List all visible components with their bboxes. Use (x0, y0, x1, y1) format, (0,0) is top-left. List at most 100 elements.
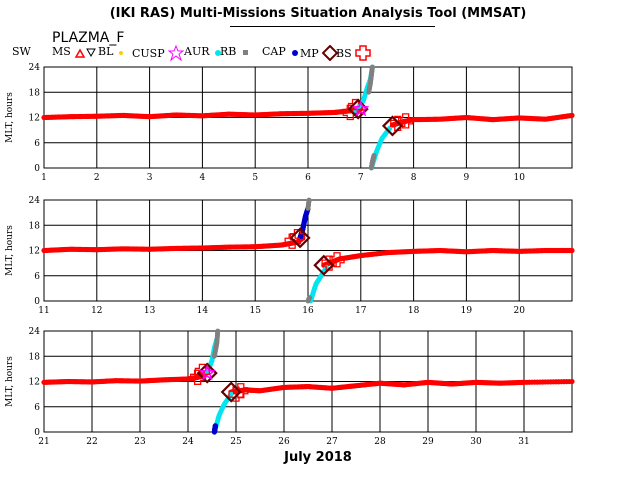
y-tick-label: 18 (29, 352, 41, 362)
x-tick-label: 30 (470, 437, 482, 447)
cap-point (306, 197, 312, 203)
triangle-icon (74, 47, 86, 58)
x-axis-title: July 2018 (284, 450, 352, 465)
legend-label-aur: AUR (184, 45, 210, 58)
bs-cross-marker (398, 113, 414, 129)
legend-item-mp: MP (300, 45, 338, 61)
x-tick-label: 3 (147, 173, 153, 183)
legend-item-rb: RB (220, 45, 253, 58)
y-tick-label: 12 (29, 114, 40, 124)
legend-item-sw: SW (12, 45, 31, 58)
cap-point (370, 64, 375, 70)
blue-dot-icon (291, 49, 298, 56)
x-tick-label: 26 (278, 437, 290, 447)
legend-label-cap: CAP (262, 45, 286, 58)
x-tick-label: 4 (200, 173, 206, 183)
legend-label-cusp: CUSP (132, 46, 165, 60)
x-tick-label: 15 (249, 306, 261, 316)
legend-label-sw: SW (12, 45, 31, 58)
cyan-dot-icon (214, 49, 221, 56)
y-tick-label: 24 (29, 327, 41, 337)
legend-item-aur: AUR (184, 45, 223, 58)
y-tick-label: 6 (34, 403, 40, 413)
page-title: (IKI RAS) Multi-Missions Situation Analy… (109, 6, 527, 21)
y-tick-label: 6 (34, 272, 40, 282)
sw-point (569, 247, 575, 254)
title-underline (230, 26, 435, 27)
bs-cross-marker (289, 228, 306, 245)
x-tick-label: 23 (134, 437, 146, 447)
y-tick-label: 0 (34, 297, 40, 307)
legend-item-bl: BL (98, 45, 126, 58)
y-tick-label: 12 (29, 378, 40, 388)
y-tick-label: 18 (29, 88, 41, 98)
x-tick-label: 8 (411, 173, 417, 183)
mp-diamond-marker (381, 115, 404, 137)
cap-point (307, 295, 312, 301)
x-tick-label: 10 (513, 173, 525, 183)
mission-name: PLAZMA_F (52, 30, 125, 46)
y-tick-label: 0 (34, 428, 40, 438)
yellow-dot-icon (119, 50, 124, 55)
bs-cross-marker (329, 252, 345, 268)
x-tick-label: 21 (38, 437, 49, 447)
y-tick-label: 24 (29, 63, 41, 73)
y-tick-label: 0 (34, 164, 40, 174)
legend-item-cap: CAP (262, 45, 301, 58)
legend-label-rb: RB (220, 45, 237, 58)
x-tick-label: 7 (358, 173, 364, 183)
mp-point (212, 423, 218, 429)
x-tick-label: 12 (91, 306, 102, 316)
x-tick-label: 14 (197, 306, 209, 316)
cap-point (371, 152, 377, 158)
sw-point (569, 112, 575, 118)
aur-star-marker (352, 99, 370, 117)
aur-star-marker (198, 363, 216, 381)
bs-cross-marker (321, 255, 337, 271)
chart-panel-2: 11 12 13 14 15 16 17 18 19 20 0 6 12 18 24 MLT, hours (5, 196, 575, 316)
star-icon (167, 45, 184, 61)
x-tick-label: 29 (422, 437, 434, 447)
bs-cross-marker (194, 363, 211, 380)
cap-point (215, 328, 221, 334)
mp-diamond-marker (220, 381, 242, 403)
x-tick-label: 2 (94, 173, 100, 183)
x-tick-label: 18 (408, 306, 420, 316)
x-tick-label: 16 (302, 306, 314, 316)
x-tick-label: 6 (305, 173, 311, 183)
x-tick-label: 9 (464, 173, 470, 183)
legend-label-ms: MS (52, 45, 71, 58)
x-tick-label: 22 (86, 437, 97, 447)
legend-item-cusp: CUSP (132, 45, 184, 61)
x-tick-label: 13 (144, 306, 156, 316)
x-tick-label: 17 (355, 306, 367, 316)
cross-icon (354, 45, 371, 61)
diamond-icon (321, 45, 338, 61)
x-tick-label: 1 (41, 173, 47, 183)
mp-diamond-marker (196, 362, 218, 384)
bs-cross-marker (390, 115, 406, 132)
y-tick-label: 6 (34, 139, 40, 149)
x-tick-label: 27 (326, 437, 338, 447)
legend-label-bs: BS (336, 46, 352, 60)
x-tick-label: 19 (461, 306, 473, 316)
mp-diamond-marker (289, 227, 311, 249)
legend-item-ms: MS (52, 45, 86, 58)
y-axis-label: MLT, hours (5, 356, 15, 407)
x-tick-label: 25 (230, 437, 242, 447)
bs-cross-marker (233, 383, 249, 399)
rb-point (228, 391, 234, 397)
chart-panel-3: 21 22 23 24 25 26 27 28 29 30 31 0 6 12 18 24 MLT, hours (5, 327, 575, 447)
y-axis-label: MLT, hours (5, 225, 15, 276)
y-axis-label: MLT, hours (5, 92, 15, 143)
legend-item-bl-marker (82, 45, 97, 57)
sw-point (569, 378, 575, 385)
triangle-down-icon (86, 48, 96, 57)
x-tick-label: 20 (513, 306, 525, 316)
y-tick-label: 18 (29, 221, 41, 231)
legend-label-bl: BL (98, 45, 114, 58)
legend-label-mp: MP (300, 46, 319, 60)
y-tick-label: 12 (29, 247, 40, 257)
